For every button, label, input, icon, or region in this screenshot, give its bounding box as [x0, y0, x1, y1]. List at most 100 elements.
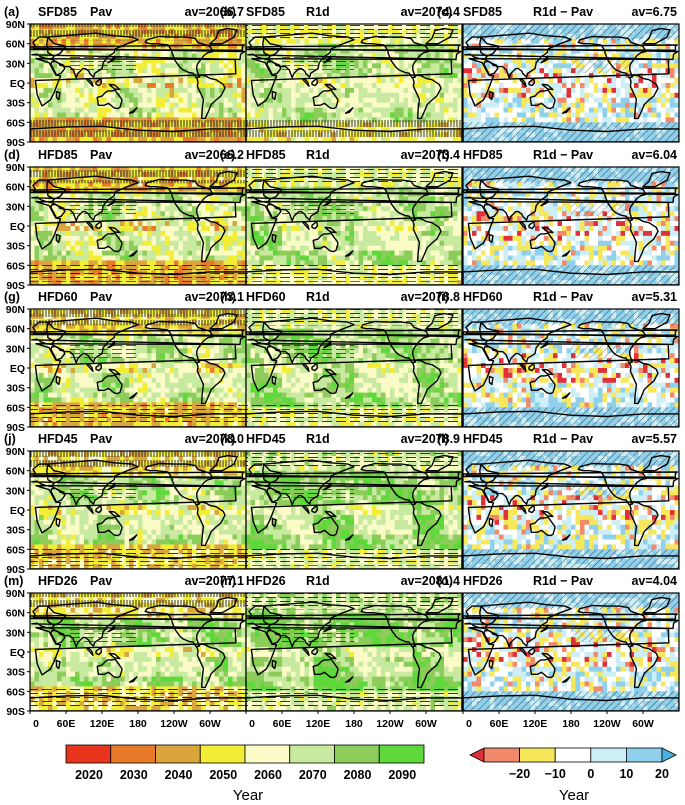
map-cell — [129, 226, 134, 232]
map-cell — [165, 38, 170, 45]
map-cell — [535, 112, 540, 118]
map-cell — [553, 68, 558, 74]
map-cell — [70, 83, 76, 89]
map-cell — [151, 137, 157, 142]
map-cell — [102, 92, 107, 99]
map-cell — [345, 83, 350, 89]
coastline — [540, 55, 549, 64]
map-cell — [201, 112, 206, 118]
map-cell — [151, 48, 157, 54]
map-cell — [665, 97, 671, 104]
map-cell — [255, 53, 260, 59]
map-cell — [102, 230, 107, 237]
map-cell — [403, 68, 409, 74]
map-cell — [160, 87, 166, 94]
map-cell — [625, 78, 630, 84]
map-cell — [394, 97, 400, 104]
map-cell — [57, 230, 62, 237]
map-cell — [259, 92, 265, 99]
map-cell — [485, 78, 491, 84]
map-cell — [70, 102, 76, 108]
map-cell — [349, 107, 355, 113]
map-cell — [322, 181, 328, 188]
map-cell — [526, 97, 531, 104]
map-cell — [286, 97, 292, 104]
lat-tick-label: 30N — [6, 201, 25, 213]
map-cell — [43, 87, 49, 94]
map-cell — [385, 63, 391, 69]
map-cell — [566, 117, 572, 123]
map-cell — [205, 211, 211, 217]
map-cell — [530, 78, 536, 84]
map-cell — [286, 78, 292, 84]
map-cell — [255, 112, 260, 118]
map-cell — [106, 240, 112, 247]
map-cell — [57, 226, 62, 232]
map-cell — [589, 102, 594, 108]
map-cell — [539, 58, 545, 64]
map-cell — [111, 73, 116, 79]
map-cell — [183, 107, 188, 113]
map-cell — [530, 107, 536, 113]
map-cell — [214, 102, 220, 108]
map-cell — [490, 87, 495, 94]
coastline — [34, 58, 237, 107]
hatch-north — [30, 167, 246, 184]
map-cell — [111, 255, 116, 261]
map-cell — [457, 181, 462, 188]
map-cell — [169, 97, 175, 104]
map-cell — [322, 78, 328, 84]
map-cell — [408, 97, 413, 104]
map-cell — [187, 250, 193, 256]
map-cell — [133, 107, 139, 113]
map-cell — [412, 92, 418, 99]
map-cell — [620, 87, 626, 94]
map-cell — [435, 63, 440, 69]
map-cell — [196, 206, 202, 212]
map-cell — [295, 137, 301, 142]
map-cell — [358, 92, 364, 99]
map-cell — [634, 83, 639, 89]
map-cell — [30, 38, 35, 45]
map-cell — [643, 117, 648, 123]
map-cell — [661, 78, 666, 84]
map-cell — [548, 92, 554, 99]
map-cell — [84, 226, 89, 232]
map-cell — [52, 63, 58, 69]
map-cell — [444, 58, 449, 64]
map-cell — [503, 63, 509, 69]
map-cell — [376, 87, 382, 94]
map-cell — [453, 43, 458, 49]
map-cell — [575, 87, 581, 94]
map-cell — [367, 97, 373, 104]
map-cell — [174, 107, 179, 113]
coastline — [312, 89, 339, 110]
map-cell — [178, 250, 184, 256]
map-cell — [390, 68, 395, 74]
map-cell — [48, 211, 53, 217]
map-cell — [147, 280, 152, 285]
map-cell — [616, 87, 621, 94]
map-cell — [670, 87, 675, 94]
map-cell — [426, 63, 431, 69]
map-cell — [625, 43, 630, 49]
map-cell — [453, 186, 458, 192]
map-cell — [557, 48, 563, 54]
map-cell — [286, 38, 292, 45]
map-cell — [575, 38, 581, 45]
map-cell — [88, 112, 94, 118]
map-cell — [430, 73, 436, 79]
map-cell — [611, 78, 617, 84]
map-cell — [246, 107, 251, 113]
map-cell — [169, 230, 175, 237]
map-cell — [120, 92, 125, 99]
map-cell — [656, 63, 662, 69]
map-cell — [526, 92, 531, 99]
map-cell — [84, 73, 89, 79]
map-cell — [147, 53, 152, 59]
map-cell — [548, 68, 554, 74]
map-cell — [354, 68, 359, 74]
map-cell — [178, 137, 184, 142]
map-cell — [264, 87, 269, 94]
map-cell — [214, 186, 220, 192]
